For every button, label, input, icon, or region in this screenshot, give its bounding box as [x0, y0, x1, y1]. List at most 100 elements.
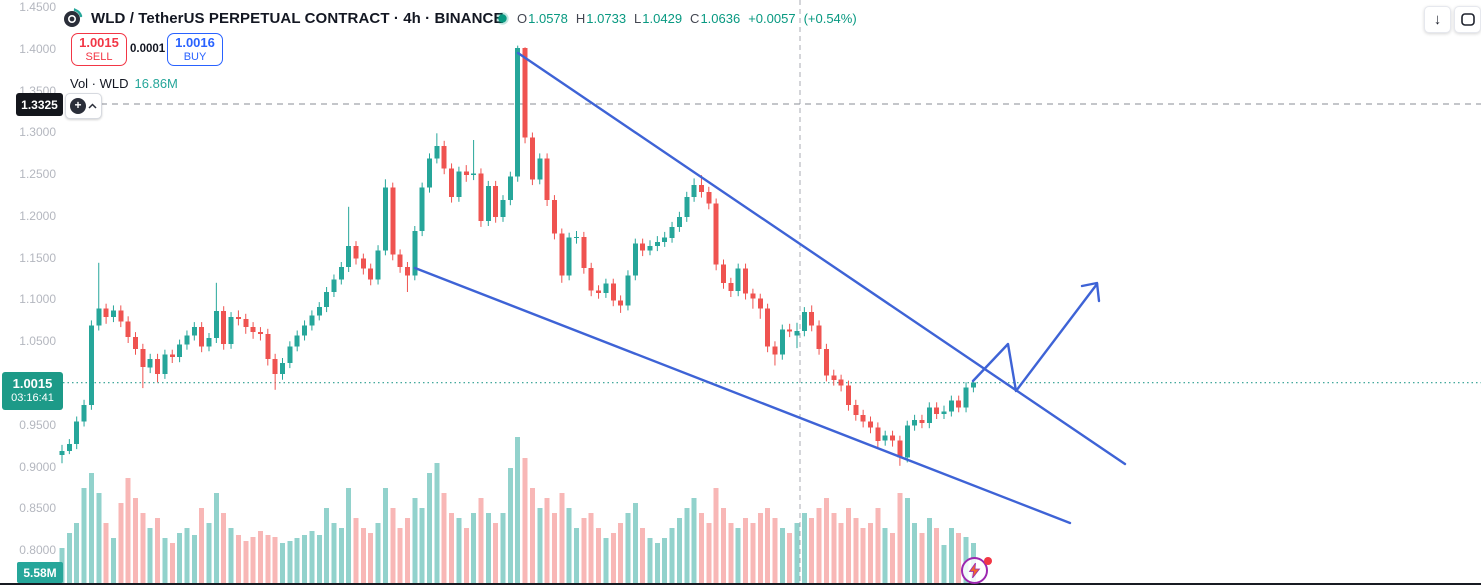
volume-bar: [441, 493, 447, 583]
candle-body: [757, 298, 763, 309]
volume-bar: [485, 513, 491, 583]
volume-bar: [860, 528, 866, 583]
symbol-title[interactable]: WLD / TetherUS PERPETUAL CONTRACT · 4h ·…: [91, 9, 504, 27]
volume-bar: [713, 488, 719, 583]
ohlc-high: H 1.0733: [575, 10, 627, 26]
chevron-up-icon: [88, 103, 97, 109]
volume-bar: [684, 508, 690, 583]
candle-body: [147, 358, 153, 368]
volume-bar: [449, 513, 454, 583]
buy-price: 1.0016: [175, 34, 215, 50]
volume-bar: [456, 518, 462, 583]
volume-bar: [419, 508, 425, 583]
volume-bar: [397, 528, 403, 583]
volume-bar: [110, 538, 116, 583]
candle-body: [228, 317, 234, 344]
candle-body: [735, 268, 741, 292]
price-change: +0.0057: [748, 10, 796, 26]
fullscreen-button[interactable]: [1454, 6, 1481, 33]
volume-bar: [882, 528, 888, 583]
up-arrow-drawing[interactable]: [971, 282, 1099, 393]
volume-bar: [537, 508, 543, 583]
candle-body: [74, 421, 80, 445]
candle-body: [88, 325, 94, 405]
volume-bar: [647, 538, 653, 583]
volume-bar: [243, 541, 249, 583]
volume-bar: [721, 508, 726, 583]
candle-body: [375, 250, 381, 280]
candle-body: [926, 407, 932, 424]
volume-bar: [515, 437, 521, 583]
volume-bar: [926, 518, 932, 583]
candle-body: [838, 379, 844, 386]
candle-body: [515, 48, 521, 177]
candle-body: [787, 329, 793, 332]
volume-bar: [809, 518, 815, 583]
volume-bar: [382, 488, 388, 583]
candle-body: [970, 382, 976, 388]
volume-bar: [81, 488, 87, 583]
candle-body: [177, 344, 183, 358]
candle-body: [500, 200, 506, 217]
price-tick-label: 1.4000: [19, 41, 56, 56]
price-tick-label: 0.8500: [19, 501, 56, 516]
candle-body: [59, 450, 65, 455]
volume-bar: [74, 523, 80, 583]
candle-body: [640, 243, 646, 251]
volume-bar: [662, 538, 668, 583]
volume-bar: [618, 523, 624, 583]
lightning-badge[interactable]: [961, 557, 992, 584]
price-change-percent: (+0.54%): [803, 10, 857, 26]
candle-body: [485, 185, 491, 221]
candle-body: [155, 358, 161, 374]
candle-body: [522, 48, 528, 138]
volume-bar: [66, 533, 72, 583]
volume-legend: Vol · WLD 16.86M: [70, 76, 178, 91]
candle-body: [353, 246, 359, 259]
upper_trendline[interactable]: [516, 51, 1127, 466]
candle-body: [853, 404, 859, 415]
lower_trendline[interactable]: [413, 266, 1072, 525]
market-status-dot: [496, 11, 509, 25]
volume-bar: [897, 493, 903, 583]
volume-bar: [199, 508, 205, 583]
sell-button[interactable]: 1.0015 SELL: [71, 33, 127, 66]
volume-bar: [581, 518, 587, 583]
candle-body: [309, 315, 315, 326]
candle-body: [280, 363, 285, 374]
candle-body: [794, 330, 800, 336]
candle-body: [721, 264, 726, 283]
volume-bar: [368, 533, 374, 583]
candle-body: [698, 185, 704, 192]
candle-body: [632, 243, 638, 276]
volume-bar: [346, 488, 352, 583]
volume-bar: [610, 533, 616, 583]
volume-bar: [750, 523, 756, 583]
candle-body: [912, 419, 918, 426]
volume-legend-value: 16.86M: [134, 76, 178, 91]
volume-bar: [294, 538, 300, 583]
volume-bar: [956, 533, 962, 583]
candle-body: [823, 348, 829, 376]
add-alert-button[interactable]: +: [65, 93, 102, 119]
candle-body: [103, 308, 109, 318]
volume-bar: [735, 528, 741, 583]
volume-bar: [757, 513, 763, 583]
candle-body: [544, 158, 550, 201]
price-tick-label: 1.0500: [19, 334, 56, 349]
download-icon: ↓: [1433, 11, 1442, 28]
volume-bar: [875, 508, 881, 583]
buy-button[interactable]: 1.0016 BUY: [167, 33, 223, 66]
volume-bar: [853, 518, 859, 583]
volume-bar: [676, 518, 682, 583]
candle-body: [221, 311, 227, 344]
volume-bar: [360, 528, 366, 583]
volume-bar: [287, 541, 293, 583]
symbol-logo-icon: [62, 7, 84, 29]
download-button[interactable]: ↓: [1424, 6, 1451, 33]
volume-bar: [206, 523, 212, 583]
candle-body: [110, 310, 116, 318]
volume-bar: [96, 493, 102, 583]
candle-body: [412, 231, 418, 276]
